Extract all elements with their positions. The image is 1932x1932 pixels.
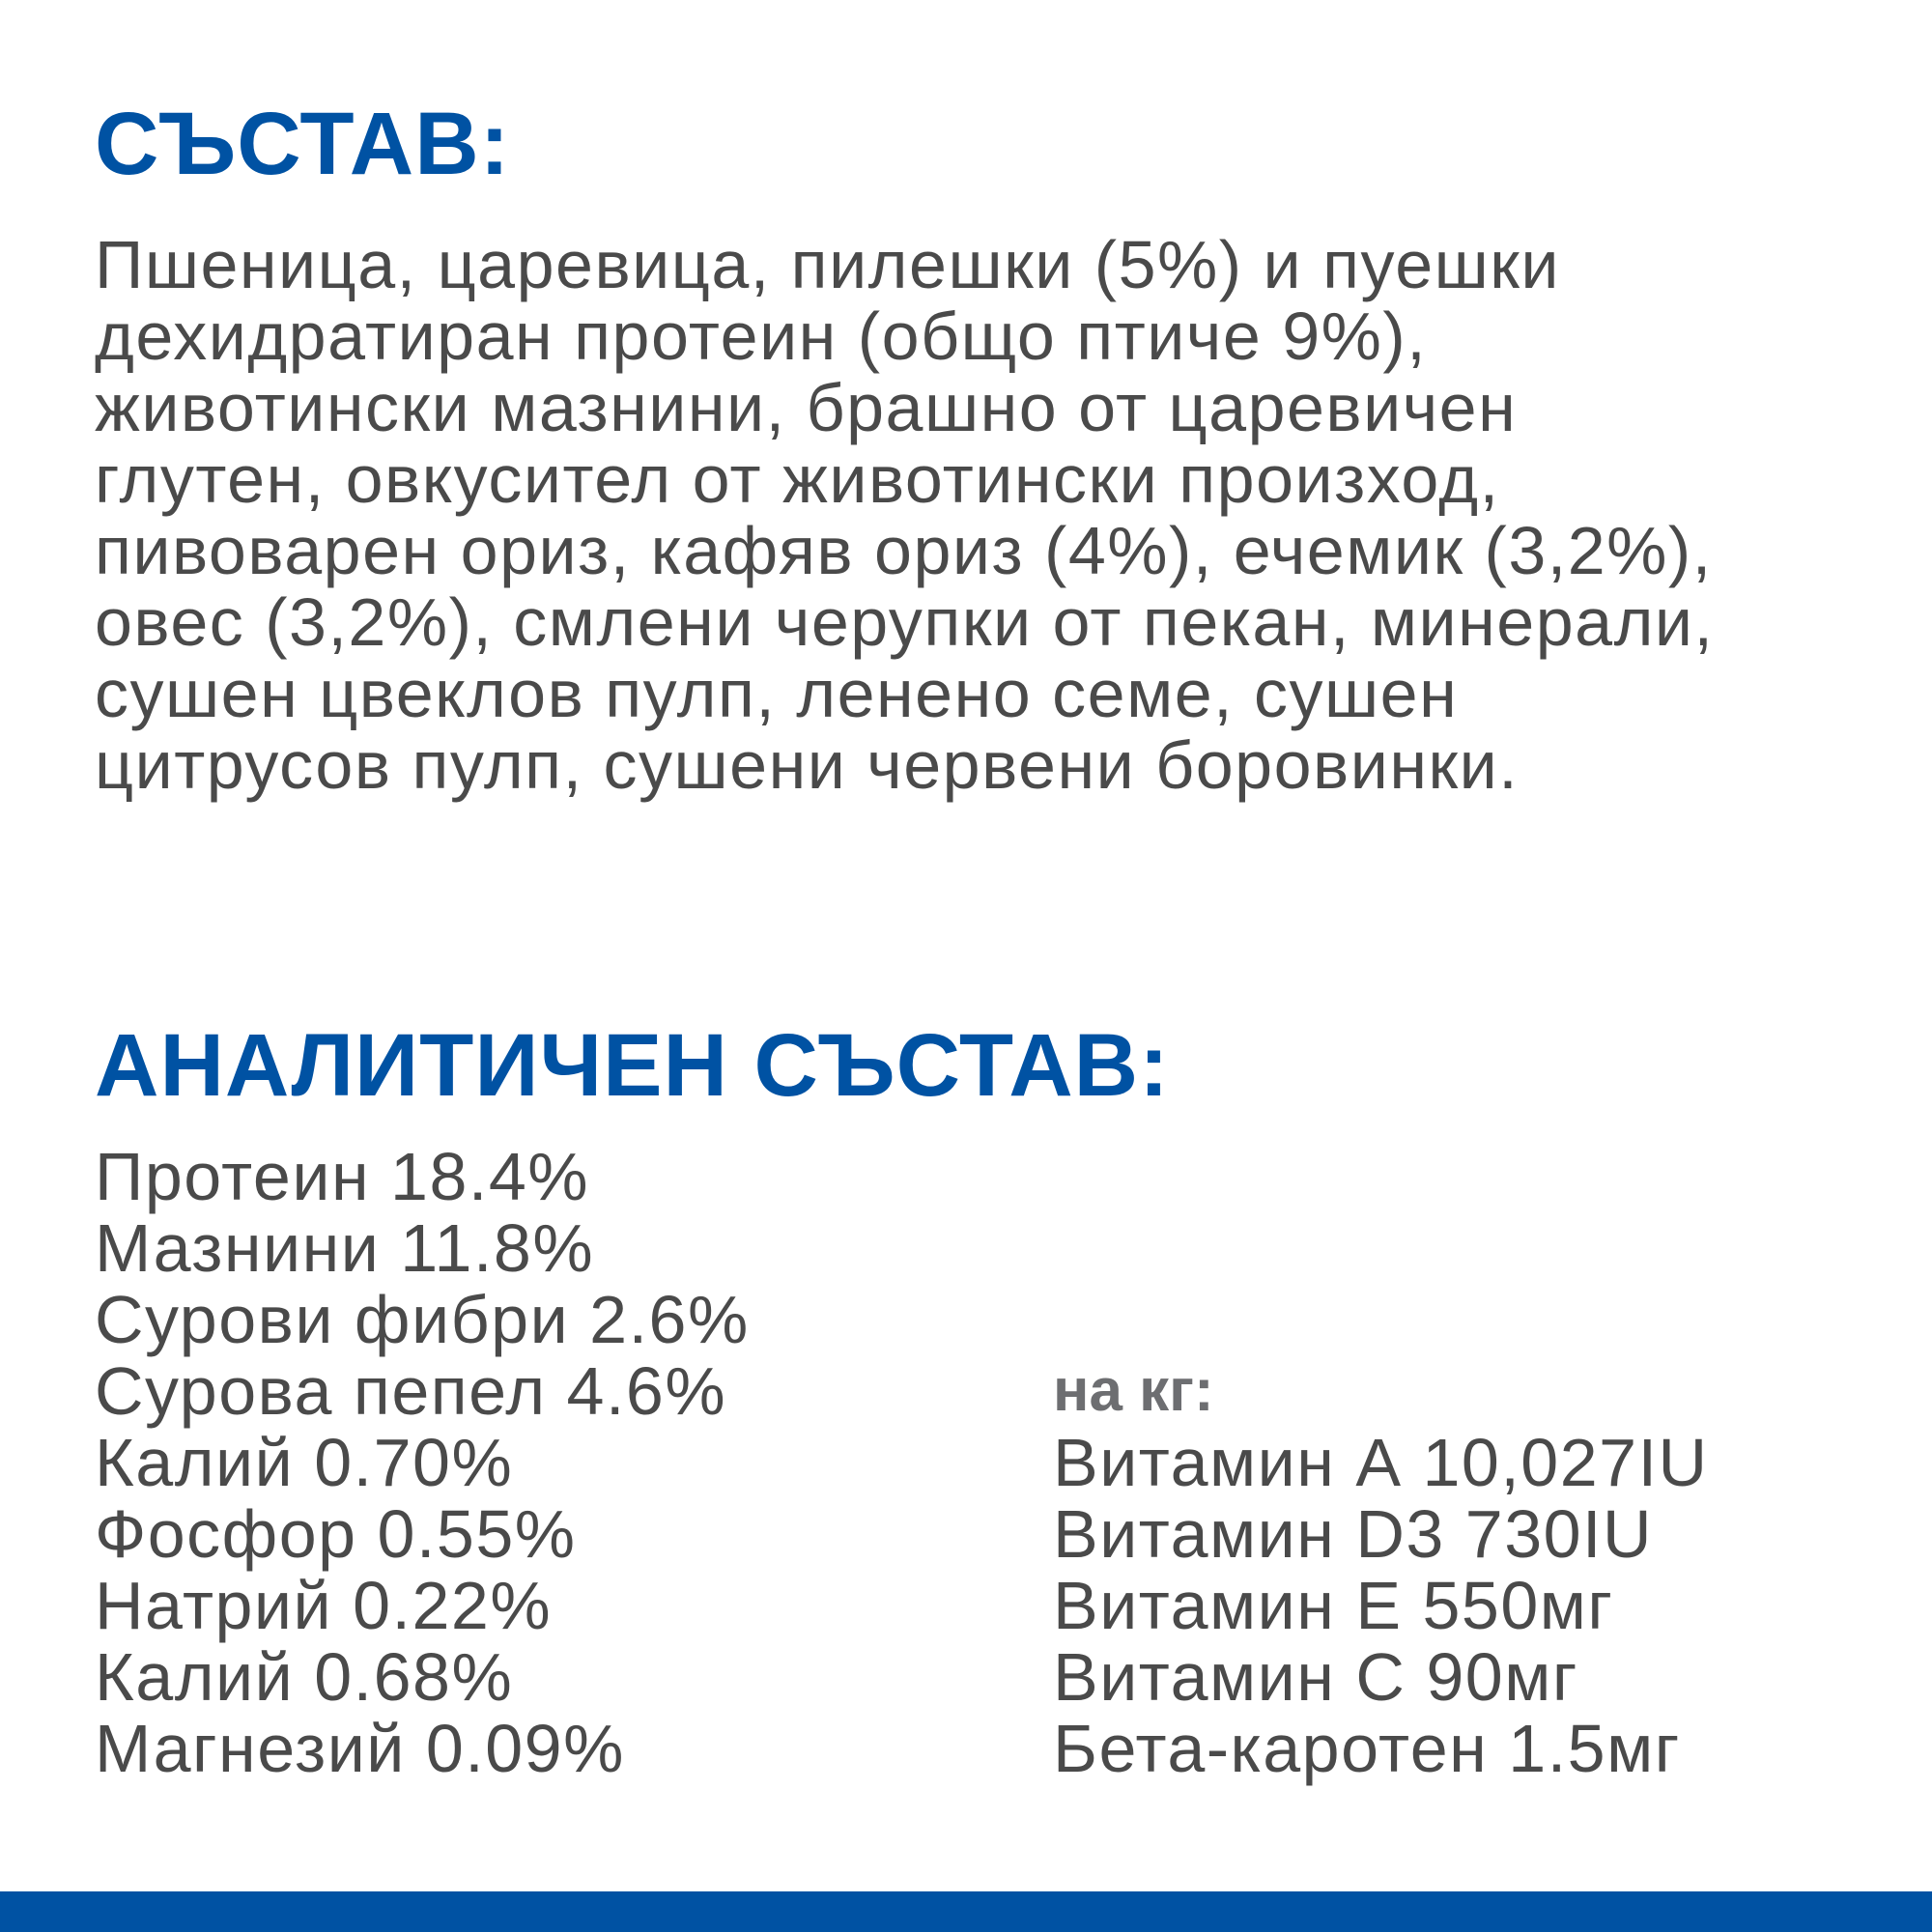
vitamin-item: Витамин D3 730IU <box>1053 1496 1654 1572</box>
per-kg-label: на кг: <box>1053 1357 1214 1424</box>
analytical-item: Натрий 0.22% <box>95 1568 553 1643</box>
per-kg-list: Витамин А 10,027IU Витамин D3 730IU Вита… <box>1053 1427 1709 1784</box>
analytical-item: Мазнини 11.8% <box>95 1210 595 1286</box>
analytical-item: Калий 0.70% <box>95 1425 514 1500</box>
ingredients-line: Пшеница, царевица, пилешки (5%) и пуешки <box>95 227 1561 302</box>
vitamin-item: Бета-каротен 1.5мг <box>1053 1711 1681 1786</box>
analytical-item: Протеин 18.4% <box>95 1139 590 1214</box>
analytical-item: Фосфор 0.55% <box>95 1496 577 1572</box>
vitamin-item: Витамин А 10,027IU <box>1053 1425 1709 1500</box>
vitamin-item: Витамин Е 550мг <box>1053 1568 1614 1643</box>
ingredients-line: цитрусов пулп, сушени червени боровинки. <box>95 727 1520 803</box>
analytical-item: Магнезий 0.09% <box>95 1711 625 1786</box>
analytical-item: Калий 0.68% <box>95 1639 514 1715</box>
ingredients-line: глутен, овкусител от животински произход… <box>95 441 1500 517</box>
analytical-item: Сурови фибри 2.6% <box>95 1282 750 1357</box>
analytical-title: АНАЛИТИЧЕН СЪСТАВ: <box>95 1016 1170 1115</box>
ingredients-line: дехидратиран протеин (общо птиче 9%), <box>95 298 1428 374</box>
ingredients-text: Пшеница, царевица, пилешки (5%) и пуешки… <box>95 229 1714 801</box>
ingredients-line: пивоварен ориз, кафяв ориз (4%), ечемик … <box>95 513 1713 588</box>
ingredients-line: сушен цвеклов пулп, ленено семе, сушен <box>95 656 1459 731</box>
analytical-list: Протеин 18.4% Мазнини 11.8% Сурови фибри… <box>95 1141 750 1784</box>
analytical-item: Сурова пепел 4.6% <box>95 1353 727 1429</box>
ingredients-line: овес (3,2%), смлени черупки от пекан, ми… <box>95 584 1715 660</box>
ingredients-title: СЪСТАВ: <box>95 95 511 193</box>
vitamin-item: Витамин С 90мг <box>1053 1639 1578 1715</box>
ingredients-line: животински мазнини, брашно от царевичен <box>95 370 1518 445</box>
footer-bar <box>0 1891 1932 1932</box>
